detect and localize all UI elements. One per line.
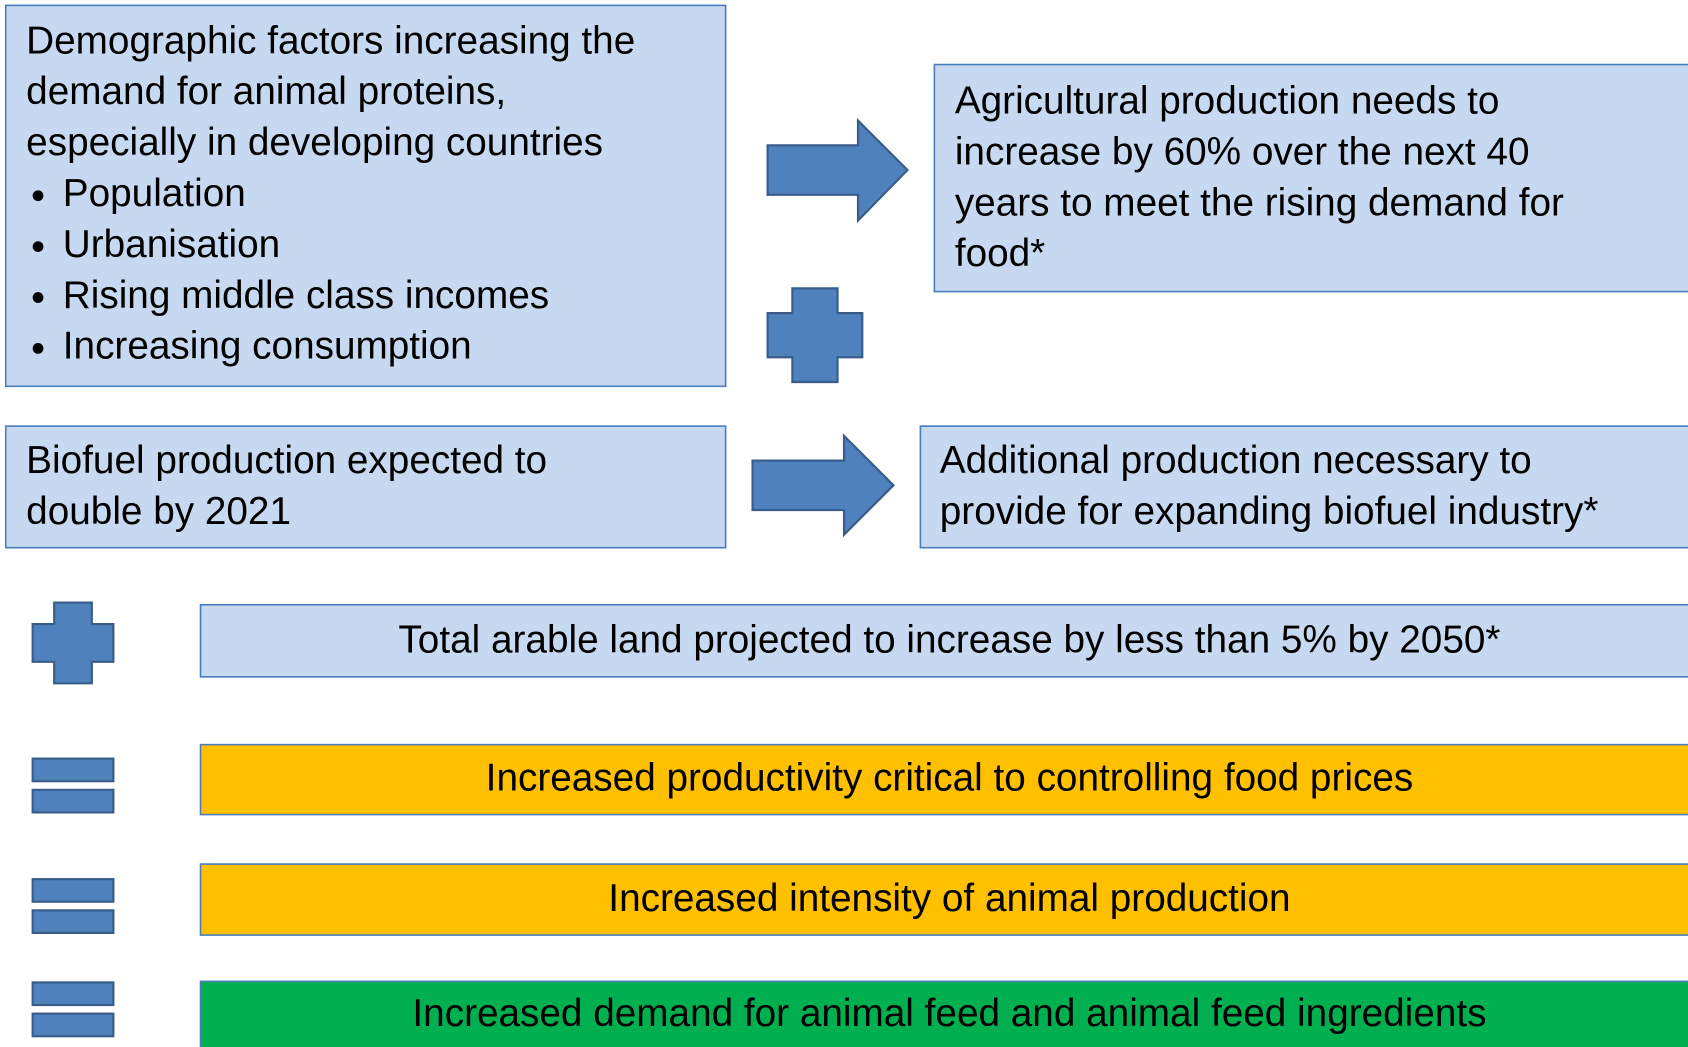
box-text: Biofuel production expected to [26, 439, 547, 482]
equals-sign [31, 878, 115, 903]
box-text: provide for expanding biofuel industry* [940, 490, 1599, 533]
equals-sign [31, 909, 115, 935]
equals-sign [31, 788, 115, 814]
box-text: Total arable land projected to increase … [398, 619, 1500, 662]
equals-sign [31, 757, 115, 783]
box-text: Agricultural production needs to [955, 80, 1500, 123]
box-text: Additional production necessary to [940, 439, 1532, 482]
box-text: increase by 60% over the next 40 [955, 130, 1530, 173]
arrow [751, 433, 896, 538]
box-text: double by 2021 [26, 490, 291, 533]
box-text: Increased productivity critical to contr… [486, 756, 1414, 799]
box-text: Demographic factors increasing the [26, 19, 635, 62]
box-text: Increased intensity of animal production [608, 877, 1290, 920]
box-text: years to meet the rising demand for [955, 181, 1564, 224]
bullet [32, 292, 44, 303]
box [4, 425, 727, 549]
box-text: Increased demand for animal feed and ani… [412, 992, 1486, 1035]
plus-sign [766, 287, 864, 384]
bullet-text: Population [63, 172, 246, 215]
equals-sign [31, 1012, 115, 1038]
box-text: especially in developing countries [26, 121, 603, 164]
bullet-text: Urbanisation [63, 223, 280, 266]
box [919, 425, 1688, 549]
bullet [32, 241, 44, 253]
box [199, 743, 1688, 816]
box [199, 863, 1688, 936]
box-text: demand for animal proteins, [26, 70, 506, 113]
box-text: food* [955, 232, 1045, 275]
box [199, 980, 1688, 1047]
equals-sign [31, 981, 115, 1007]
arrow [766, 117, 910, 224]
box [199, 603, 1688, 678]
bullet-text: Rising middle class incomes [63, 274, 549, 317]
box [4, 4, 727, 388]
bullet [32, 190, 44, 202]
box [933, 63, 1688, 293]
plus-sign [31, 601, 115, 685]
bullet-text: Increasing consumption [63, 325, 472, 368]
bullet [32, 343, 44, 354]
